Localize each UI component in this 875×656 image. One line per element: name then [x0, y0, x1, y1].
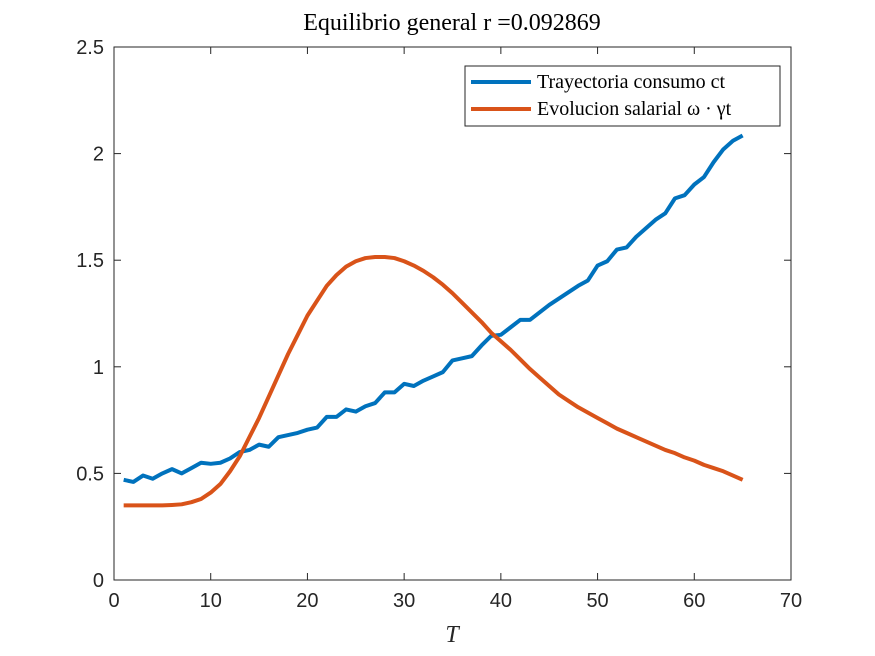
data-line	[123, 133, 744, 484]
x-tick-label: 0	[108, 590, 119, 612]
x-tick-label: 40	[490, 590, 512, 612]
y-tick-label: 2	[93, 144, 104, 166]
plot-area	[113, 46, 792, 581]
y-tick-label: 2.5	[76, 37, 104, 59]
x-tick-label: 60	[683, 590, 705, 612]
x-tick-label: 70	[780, 590, 802, 612]
x-tick-label: 50	[586, 590, 608, 612]
x-axis-label: T	[445, 622, 460, 648]
y-tick-label: 0.5	[76, 463, 104, 485]
chart-title: Equilibrio general r =0.092869	[303, 10, 600, 36]
legend-label: Evolucion salarial ω · γt	[537, 98, 732, 120]
x-tick-label: 30	[393, 590, 415, 612]
x-tick-label: 10	[200, 590, 222, 612]
legend-box	[464, 65, 781, 127]
y-tick-label: 1.5	[76, 250, 104, 272]
legend-label: Trayectoria consumo ct	[537, 71, 726, 93]
y-tick-label: 1	[93, 357, 104, 379]
data-line	[123, 255, 744, 508]
y-tick-label: 0	[93, 570, 104, 592]
x-tick-label: 20	[296, 590, 318, 612]
